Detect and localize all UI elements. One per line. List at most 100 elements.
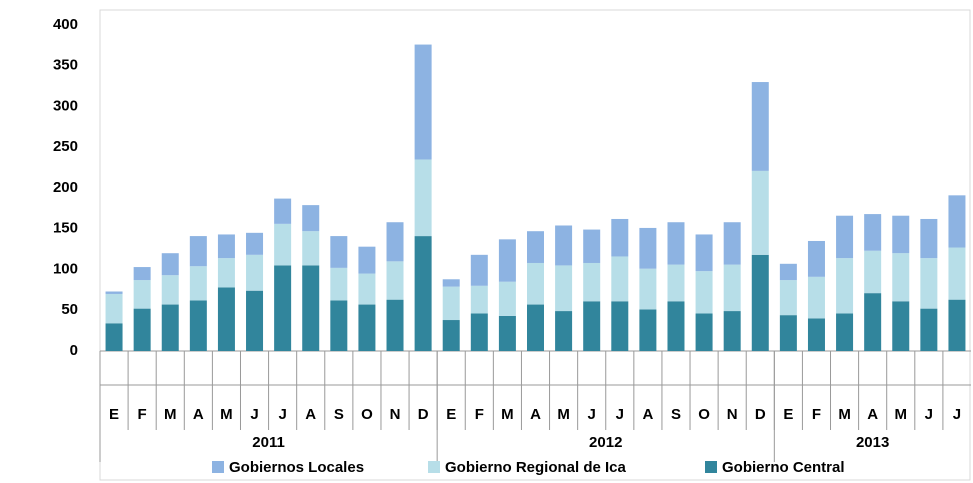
y-tick-label: 0 <box>70 342 78 359</box>
bar-segment <box>807 240 825 277</box>
bar-segment <box>836 258 854 314</box>
bar-segment <box>358 273 376 305</box>
bar-segment <box>442 279 460 287</box>
x-tick-label: M <box>164 406 177 423</box>
bar-segment <box>639 309 657 351</box>
bar-segment <box>246 254 264 291</box>
x-tick-label: E <box>783 406 793 423</box>
x-tick-label: E <box>446 406 456 423</box>
bar-segment <box>864 293 882 351</box>
bar-segment <box>779 280 797 316</box>
x-tick-label: O <box>361 406 373 423</box>
bar-segment <box>133 280 151 309</box>
bar-segment <box>555 311 573 351</box>
bar-segment <box>105 291 123 294</box>
x-tick-label: J <box>278 406 286 423</box>
x-tick-label: J <box>250 406 258 423</box>
x-tick-label: A <box>642 406 653 423</box>
bar-segment <box>555 225 573 266</box>
bar-segment <box>302 231 320 266</box>
bar-segment <box>667 222 685 265</box>
bar-segment <box>274 198 292 224</box>
bar-segment <box>695 271 713 314</box>
bar-segment <box>920 218 938 259</box>
bar-segment <box>667 301 685 351</box>
bar-segment <box>611 256 629 302</box>
bar-segment <box>948 247 966 300</box>
y-tick-label: 400 <box>53 16 78 33</box>
x-tick-label: O <box>698 406 710 423</box>
bar-segment <box>330 236 348 268</box>
bar-segment <box>161 304 179 351</box>
bar-segment <box>330 267 348 301</box>
bar-segment <box>302 205 320 232</box>
x-tick-label: M <box>557 406 570 423</box>
bar-segment <box>386 299 404 351</box>
bar-segment <box>358 246 376 274</box>
bar-segment <box>807 318 825 351</box>
bar-segment <box>527 304 544 351</box>
bar-segment <box>948 299 966 351</box>
bar-segment <box>470 313 488 351</box>
bar-segment <box>498 239 516 282</box>
bar-segment <box>864 214 882 251</box>
y-tick-label: 350 <box>53 57 78 74</box>
legend-label: Gobiernos Locales <box>229 459 364 476</box>
x-tick-label: F <box>475 406 484 423</box>
bar-segment <box>133 267 151 281</box>
bar-segment <box>836 215 854 259</box>
bar-segment <box>527 231 544 263</box>
legend-label: Gobierno Central <box>722 459 845 476</box>
bar-segment <box>217 234 235 259</box>
bar-segment <box>695 234 713 272</box>
x-tick-label: J <box>953 406 961 423</box>
bar-segment <box>217 287 235 351</box>
legend-swatch <box>428 461 440 473</box>
bar-segment <box>161 253 179 276</box>
bar-segment <box>498 281 516 316</box>
bar-segment <box>751 254 769 351</box>
x-tick-label: A <box>867 406 878 423</box>
bar-segment <box>836 313 854 351</box>
x-tick-label: M <box>895 406 908 423</box>
bar-segment <box>386 261 404 300</box>
x-tick-label: F <box>138 406 147 423</box>
bar-segment <box>246 290 264 351</box>
bar-segment <box>583 301 601 351</box>
bar-segment <box>611 218 629 257</box>
bar-segment <box>639 227 657 269</box>
bar-segment <box>414 159 432 237</box>
bar-segment <box>470 285 488 314</box>
x-tick-label: A <box>530 406 541 423</box>
bar-segment <box>695 313 713 351</box>
x-tick-label: S <box>334 406 344 423</box>
bar-segment <box>779 315 797 351</box>
bar-segment <box>498 315 516 351</box>
bar-segment <box>274 265 292 351</box>
bar-segment <box>948 195 966 248</box>
group-label: 2013 <box>856 434 889 451</box>
bar-segment <box>864 250 882 294</box>
bar-segment <box>189 236 207 267</box>
y-tick-label: 100 <box>53 260 78 277</box>
bar-segment <box>189 266 207 301</box>
bar-segment <box>723 222 741 265</box>
x-tick-label: D <box>755 406 766 423</box>
group-label: 2011 <box>252 434 285 451</box>
bar-segment <box>751 82 769 171</box>
x-tick-label: S <box>671 406 681 423</box>
bar-segment <box>189 300 207 351</box>
legend-swatch <box>705 461 717 473</box>
y-tick-label: 300 <box>53 97 78 114</box>
bar-segment <box>105 293 123 324</box>
x-tick-label: E <box>109 406 119 423</box>
bar-segment <box>779 263 797 281</box>
bar-segment <box>386 222 404 262</box>
bar-segment <box>527 262 544 305</box>
bar-segment <box>892 253 910 302</box>
bar-segment <box>667 264 685 302</box>
x-tick-label: M <box>501 406 514 423</box>
bar-segment <box>414 236 432 351</box>
x-tick-label: N <box>727 406 738 423</box>
y-tick-label: 50 <box>61 301 78 318</box>
